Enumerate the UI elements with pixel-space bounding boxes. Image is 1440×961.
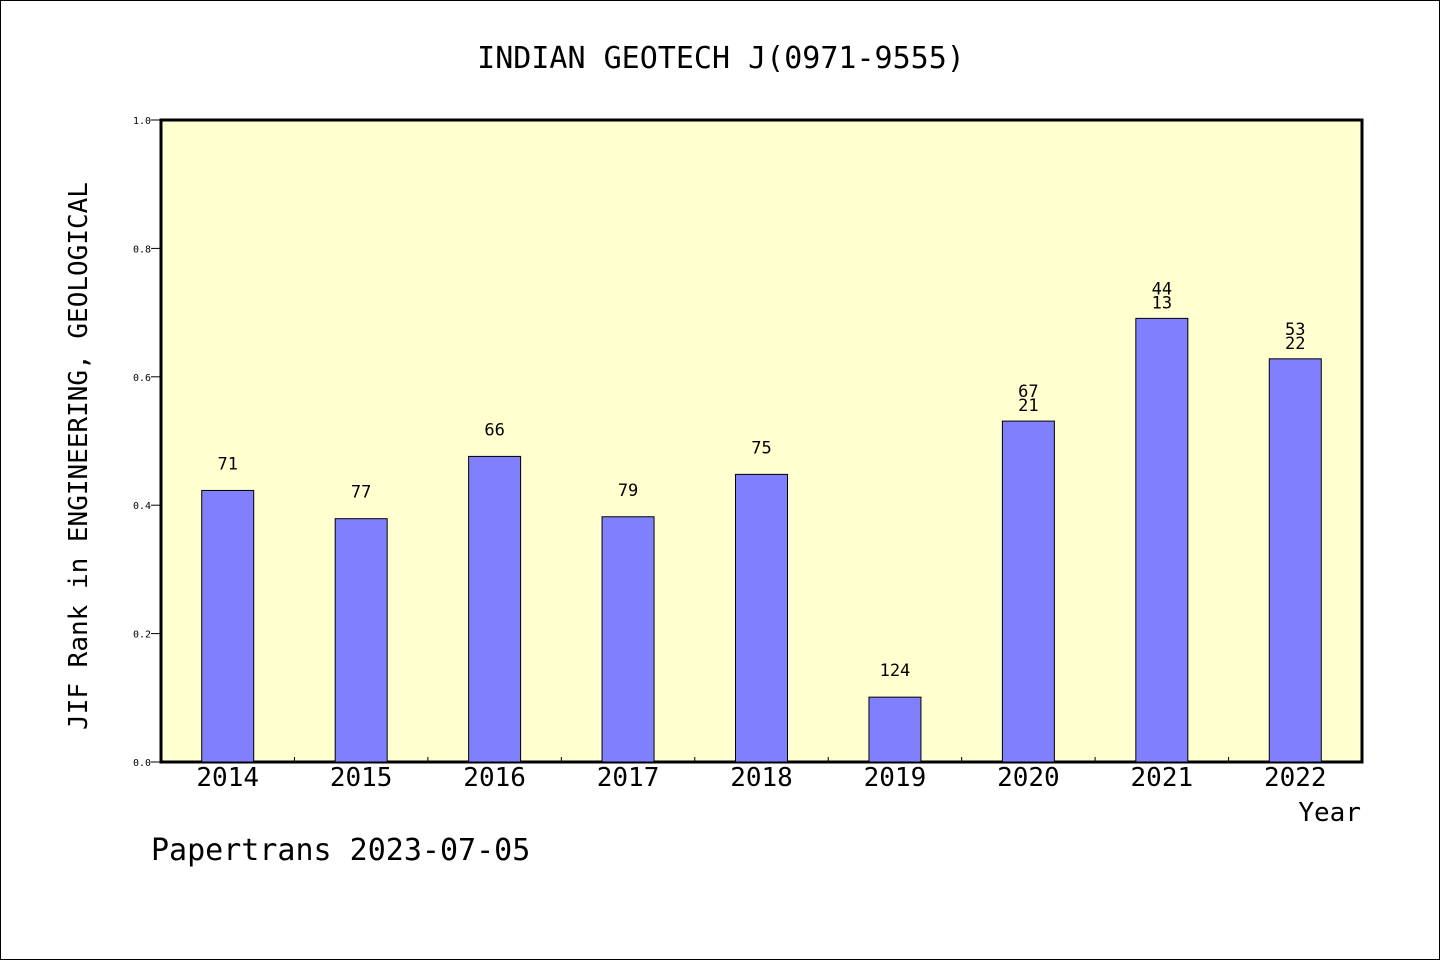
y-axis: 0.0 0.2 0.4 0.6 0.8 1.0 (133, 116, 161, 769)
chart-title: INDIAN GEOTECH J(0971-9555) (477, 41, 965, 76)
y-axis-title: JIF Rank in ENGINEERING, GEOLOGICAL (64, 182, 94, 730)
bar-data-label: 53 (1285, 320, 1305, 340)
bar-data-label: 22 (1285, 334, 1305, 354)
y-tick-label: 0.6 (133, 373, 151, 384)
y-tick-label: 0.0 (133, 758, 151, 769)
bar-data-label: 75 (751, 438, 771, 458)
bar-data-label: 44 (1152, 279, 1172, 299)
footer-credit: Papertrans 2023-07-05 (151, 833, 531, 868)
bar (201, 489, 255, 763)
bar-data-label: 13 (1152, 293, 1172, 313)
bar-data-label: 79 (618, 481, 638, 501)
bar (334, 518, 388, 763)
y-tick-label: 0.4 (133, 501, 151, 512)
x-tick-label: 2016 (463, 763, 526, 793)
x-tick-label: 2022 (1264, 763, 1327, 793)
bar-data-label: 124 (880, 661, 911, 681)
x-tick-label: 2014 (196, 763, 259, 793)
bar (735, 473, 788, 763)
bar (868, 696, 922, 763)
x-tick-label: 2020 (997, 763, 1060, 793)
bar (1001, 420, 1055, 763)
bar (1268, 358, 1322, 763)
bar (601, 516, 655, 763)
bar-data-label: 77 (351, 483, 371, 503)
bar-data-label: 21 (1018, 396, 1038, 416)
x-tick-label: 2017 (597, 763, 660, 793)
bar (468, 455, 522, 763)
bar-data-label: 71 (217, 454, 237, 474)
y-tick-label: 0.8 (133, 244, 151, 255)
bar (1135, 317, 1189, 763)
bar-data-label: 66 (484, 420, 504, 440)
x-tick-label: 2015 (330, 763, 393, 793)
y-tick-label: 1.0 (133, 116, 151, 127)
x-tick-label: 2018 (730, 763, 793, 793)
x-tick-label: 2019 (864, 763, 927, 793)
x-tick-label: 2021 (1131, 763, 1194, 793)
x-axis: 2014 2015 2016 2017 2018 2019 2020 2021 2022 (196, 757, 1327, 793)
bar-data-label: 67 (1018, 382, 1038, 402)
x-axis-title: Year (1298, 798, 1361, 828)
y-tick-label: 0.2 (133, 630, 151, 641)
